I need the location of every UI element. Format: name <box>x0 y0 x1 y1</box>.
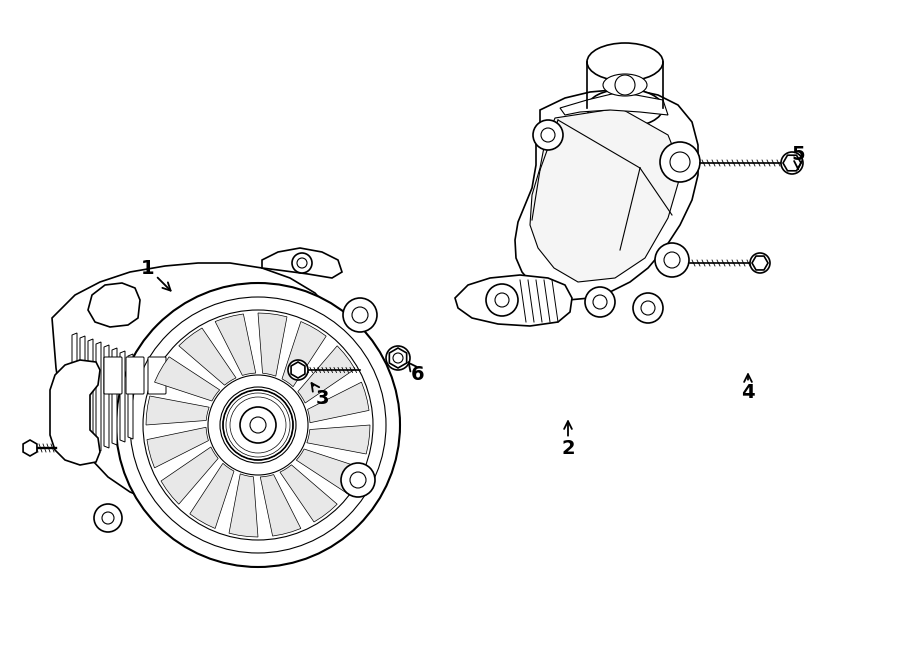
Circle shape <box>664 252 680 268</box>
Circle shape <box>130 297 386 553</box>
Circle shape <box>240 407 276 443</box>
Circle shape <box>393 353 403 363</box>
Text: 6: 6 <box>409 362 425 385</box>
Polygon shape <box>282 322 326 387</box>
Polygon shape <box>80 336 85 457</box>
Circle shape <box>341 463 375 497</box>
Polygon shape <box>88 339 93 454</box>
Polygon shape <box>515 90 698 300</box>
Polygon shape <box>120 351 125 442</box>
Circle shape <box>288 360 308 380</box>
Polygon shape <box>307 425 370 454</box>
Text: 2: 2 <box>562 421 575 457</box>
Text: 5: 5 <box>791 146 805 169</box>
Circle shape <box>352 307 368 323</box>
Polygon shape <box>296 449 362 493</box>
Circle shape <box>223 390 293 460</box>
Polygon shape <box>146 396 209 425</box>
Polygon shape <box>262 248 342 278</box>
Polygon shape <box>88 283 140 327</box>
Circle shape <box>533 120 563 150</box>
Circle shape <box>208 375 308 475</box>
Circle shape <box>297 258 307 268</box>
Polygon shape <box>161 447 218 504</box>
Circle shape <box>781 152 803 174</box>
Text: 3: 3 <box>311 383 328 408</box>
Polygon shape <box>308 382 369 423</box>
Circle shape <box>250 417 266 433</box>
Polygon shape <box>783 155 801 171</box>
Polygon shape <box>155 357 220 401</box>
Polygon shape <box>112 348 117 445</box>
Circle shape <box>102 512 114 524</box>
Polygon shape <box>291 362 305 378</box>
Ellipse shape <box>587 43 663 81</box>
Circle shape <box>660 142 700 182</box>
Circle shape <box>343 298 377 332</box>
Ellipse shape <box>603 74 647 96</box>
Polygon shape <box>455 275 572 326</box>
Polygon shape <box>72 333 77 460</box>
Text: 1: 1 <box>141 258 171 291</box>
Circle shape <box>220 387 296 463</box>
Circle shape <box>633 293 663 323</box>
Polygon shape <box>96 342 101 451</box>
Circle shape <box>541 128 555 142</box>
Circle shape <box>641 301 655 315</box>
Ellipse shape <box>587 89 663 127</box>
Circle shape <box>143 310 373 540</box>
Polygon shape <box>179 328 236 385</box>
Circle shape <box>670 152 690 172</box>
Polygon shape <box>390 348 407 368</box>
Circle shape <box>750 253 770 273</box>
Circle shape <box>350 472 366 488</box>
Polygon shape <box>258 313 287 376</box>
Circle shape <box>486 284 518 316</box>
Circle shape <box>593 295 607 309</box>
Polygon shape <box>190 463 234 528</box>
Polygon shape <box>752 256 768 270</box>
Circle shape <box>615 75 635 95</box>
FancyBboxPatch shape <box>126 357 144 394</box>
Polygon shape <box>215 314 256 375</box>
Polygon shape <box>147 427 209 468</box>
Circle shape <box>292 253 312 273</box>
Polygon shape <box>104 345 109 448</box>
Circle shape <box>94 504 122 532</box>
FancyBboxPatch shape <box>148 357 166 394</box>
FancyBboxPatch shape <box>104 357 122 394</box>
Polygon shape <box>23 440 37 456</box>
Polygon shape <box>530 108 682 282</box>
Circle shape <box>495 293 509 307</box>
Circle shape <box>386 346 410 370</box>
Circle shape <box>655 243 689 277</box>
Polygon shape <box>560 92 668 115</box>
Polygon shape <box>52 263 345 508</box>
Polygon shape <box>298 346 355 403</box>
Polygon shape <box>229 474 258 537</box>
Circle shape <box>116 283 400 567</box>
Polygon shape <box>50 360 100 465</box>
Polygon shape <box>128 354 133 439</box>
Polygon shape <box>260 475 301 536</box>
Text: 4: 4 <box>742 374 755 401</box>
Polygon shape <box>280 465 338 522</box>
Circle shape <box>585 287 615 317</box>
